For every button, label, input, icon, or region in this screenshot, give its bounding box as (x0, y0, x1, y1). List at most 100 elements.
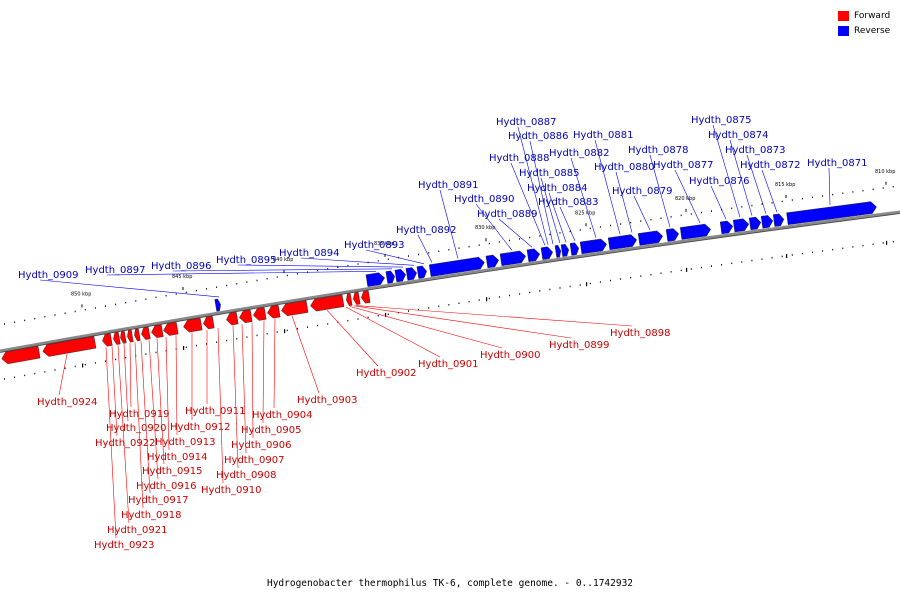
major-tick (586, 282, 588, 287)
forward-gene-arrow (361, 290, 371, 304)
minor-tick (145, 298, 147, 300)
legend-label-reverse: Reverse (854, 25, 891, 36)
gene-label-hydth-0916: Hydth_0916 (136, 481, 197, 492)
major-tick (385, 312, 387, 317)
reverse-gene-arrow (526, 248, 541, 262)
gene-label-hydth-0904: Hydth_0904 (252, 410, 313, 421)
forward-gene-arrow-shape (134, 328, 141, 342)
gene-label-hydth-0891: Hydth_0891 (418, 180, 479, 191)
minor-tick (559, 232, 561, 234)
label-leader (326, 309, 379, 367)
label-leader (517, 126, 549, 245)
legend-item-forward: Forward (838, 8, 890, 23)
minor-tick (236, 283, 238, 285)
minor-tick (418, 253, 420, 256)
minor-tick (620, 278, 622, 280)
forward-gene-arrow-shape (102, 333, 113, 347)
label-leader (39, 279, 220, 298)
reverse-gene-arrow-shape (428, 256, 485, 277)
label-leader (217, 328, 224, 484)
forward-swatch (838, 10, 849, 21)
minor-tick (44, 316, 46, 318)
reverse-gene-arrow-shape (416, 265, 427, 279)
legend-label-forward: Forward (854, 10, 891, 21)
label-leader (105, 347, 117, 539)
minor-tick (246, 281, 248, 283)
minor-tick (852, 191, 854, 193)
forward-gene-arrow (226, 311, 239, 326)
minor-tick (801, 197, 803, 200)
label-leader (649, 154, 671, 228)
minor-tick (640, 220, 642, 222)
reverse-gene-arrow (385, 270, 395, 284)
tick-label: 825 kbp (575, 210, 595, 216)
label-leader (355, 305, 633, 327)
gene-label-hydth-0875: Hydth_0875 (691, 115, 752, 126)
minor-tick (660, 272, 662, 274)
label-leader (353, 305, 572, 339)
reverse-gene-arrow (554, 245, 562, 258)
minor-tick (650, 273, 652, 276)
minor-tick (94, 307, 96, 309)
minor-tick (498, 241, 500, 243)
reverse-gene-arrow-shape (786, 201, 877, 225)
minor-tick (721, 263, 723, 266)
gene-label-hydth-0923: Hydth_0923 (94, 540, 155, 551)
minor-tick (488, 242, 490, 245)
gene-label-hydth-0887: Hydth_0887 (496, 117, 557, 128)
reverse-gene-arrow-shape (554, 245, 562, 258)
forward-gene-arrow-shape (346, 293, 353, 307)
reverse-gene-arrow (719, 220, 734, 235)
reverse-gene-arrow-shape (385, 270, 395, 284)
minor-tick (276, 276, 278, 278)
forward-gene-arrow-shape (141, 326, 151, 340)
gene-label-hydth-0913: Hydth_0913 (155, 437, 216, 448)
minor-tick (640, 275, 642, 277)
reverse-gene-arrow-shape (540, 246, 554, 260)
minor-tick (4, 323, 5, 325)
minor-tick (458, 247, 460, 249)
label-leader (232, 325, 239, 469)
minor-tick (519, 293, 521, 295)
major-tick (786, 254, 788, 259)
minor-tick (428, 307, 430, 309)
minor-tick (832, 193, 834, 196)
minor-tick (569, 230, 571, 233)
minor-tick (791, 199, 793, 201)
minor-tick (216, 341, 218, 343)
minor-tick (4, 378, 5, 380)
reverse-gene-arrow-shape (365, 272, 385, 287)
forward-gene-arrow-shape (163, 321, 179, 336)
reverse-gene-arrow-shape (772, 213, 785, 227)
reverse-gene-arrow (540, 246, 554, 260)
reverse-gene-arrow (214, 298, 221, 312)
label-leader (498, 218, 533, 248)
minor-tick (650, 218, 652, 221)
minor-tick (791, 254, 793, 256)
minor-tick (195, 289, 197, 292)
minor-tick (317, 324, 319, 327)
forward-gene-arrow (346, 293, 353, 307)
forward-gene-arrow-shape (281, 300, 309, 317)
gene-label-hydth-0917: Hydth_0917 (128, 495, 189, 506)
minor-tick (690, 213, 692, 215)
scale-ticks: 850 kbp 845 kbp 840 kbp 835 kbp 830 kbp 825 k… (4, 169, 895, 380)
minor-tick (125, 301, 127, 304)
forward-gene-arrow-shape (310, 294, 345, 312)
gene-label-hydth-0918: Hydth_0918 (121, 510, 182, 521)
minor-tick (438, 305, 440, 308)
minor-tick (54, 369, 56, 371)
minor-tick (377, 315, 379, 317)
minor-tick (498, 296, 500, 298)
reverse-gene-arrow-shape (526, 248, 541, 262)
minor-tick (84, 308, 86, 311)
minor-tick (448, 248, 450, 251)
label-leader (540, 177, 561, 244)
minor-tick (599, 281, 601, 283)
gene-label-hydth-0896: Hydth_0896 (151, 261, 212, 272)
tick-label: 835 kbp (374, 241, 394, 247)
tick-label: 830 kbp (475, 225, 495, 231)
forward-gene-arrow (113, 331, 121, 345)
minor-tick (236, 338, 238, 340)
label-leader (529, 140, 554, 245)
